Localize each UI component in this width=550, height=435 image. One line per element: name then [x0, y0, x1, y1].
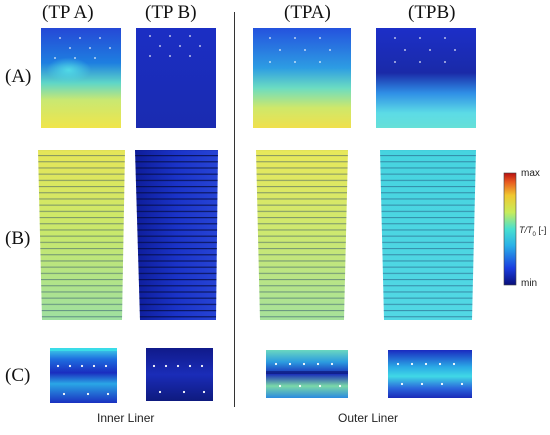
panel-c-probe-dots: [56, 362, 464, 396]
column-header-tpa: (TPA): [284, 2, 331, 23]
panel-c-tpb: [388, 350, 472, 398]
inner-liner-label: Inner Liner: [97, 411, 155, 425]
column-header-tp-a: (TP A): [42, 2, 94, 23]
liner-divider: [234, 12, 235, 407]
column-header-tp-b: (TP B): [145, 2, 197, 23]
panel-b-tpa: [256, 150, 348, 320]
panel-c-tp-a: [50, 348, 117, 403]
panel-b-tp-b: [135, 150, 218, 320]
panel-b-tpb: [380, 150, 476, 320]
panel-a-tp-a: [41, 28, 121, 128]
colorbar-quantity-sub: 0: [532, 231, 536, 238]
colorbar-quantity-main: T/T: [519, 225, 533, 235]
panel-c-tp-b: [146, 348, 213, 401]
panel-c-tpa: [266, 350, 348, 398]
row-label-a: (A): [5, 66, 32, 87]
panel-a-tpa: [253, 28, 351, 128]
colorbar-quantity-unit: [-]: [535, 225, 547, 235]
row-label-b: (B): [5, 228, 31, 249]
colorbar-quantity-label: T/T0 [-]: [519, 225, 546, 238]
panel-a-tp-b: [136, 28, 216, 128]
panel-b-tp-a: [38, 150, 125, 320]
colorbar-min-label: min: [521, 278, 538, 289]
panel-a-probe-dots: [54, 35, 456, 63]
colorbar: [503, 172, 517, 286]
outer-liner-label: Outer Liner: [338, 411, 399, 425]
column-header-tpb: (TPB): [408, 2, 456, 23]
row-label-c: (C): [5, 365, 31, 386]
panel-a-tpb: [376, 28, 476, 128]
colorbar-max-label: max: [521, 168, 540, 179]
